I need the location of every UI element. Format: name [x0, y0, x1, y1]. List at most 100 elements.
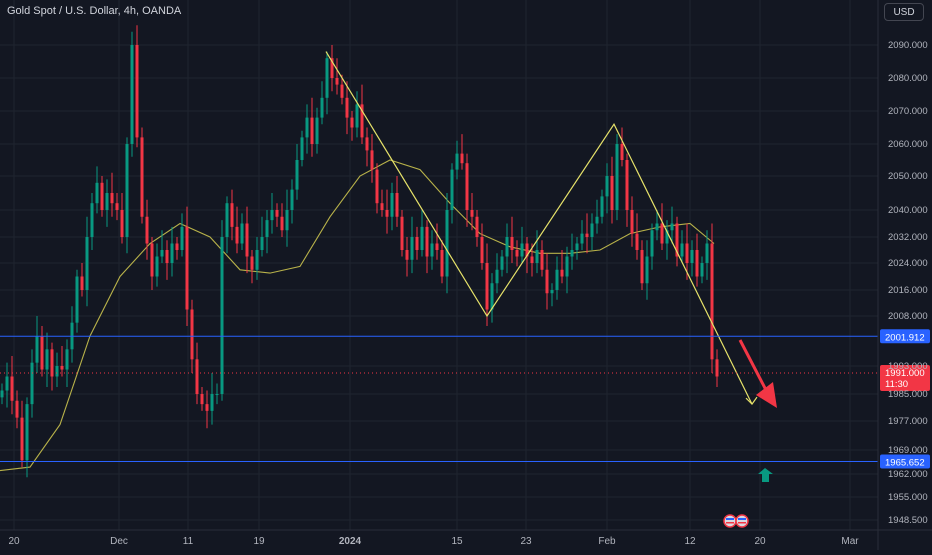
- candle-body: [60, 366, 64, 370]
- candle-body: [480, 237, 484, 263]
- candle-body: [280, 216, 284, 231]
- candle-body: [225, 203, 229, 237]
- candle-body: [405, 250, 409, 260]
- candle-body: [210, 394, 214, 411]
- price-tick-label: 2070.000: [888, 106, 928, 117]
- candle-body: [295, 160, 299, 190]
- candle-body: [550, 290, 554, 294]
- candle-body: [465, 163, 469, 210]
- candle-body: [380, 203, 384, 210]
- level-price-tag: [880, 454, 930, 469]
- candle-body: [150, 243, 154, 277]
- chart-title: Gold Spot / U.S. Dollar, 4h, OANDA: [7, 5, 182, 17]
- time-tick-label: 20: [8, 536, 20, 547]
- us-flag-stripe: [726, 518, 734, 520]
- candle-body: [165, 250, 169, 263]
- candle-body: [645, 256, 649, 284]
- candle-body: [620, 144, 624, 160]
- candle-body: [590, 223, 594, 237]
- candle-body: [220, 237, 224, 394]
- candle-body: [340, 84, 344, 98]
- candle-body: [135, 45, 139, 138]
- candle-body: [245, 223, 249, 257]
- candle-body: [580, 233, 584, 244]
- candle-body: [15, 400, 19, 418]
- candle-body: [310, 117, 314, 144]
- time-tick-label: 19: [253, 536, 265, 547]
- candle-body: [430, 243, 434, 257]
- candle-body: [450, 169, 454, 210]
- candle-body: [375, 169, 379, 204]
- candle-body: [545, 269, 549, 294]
- candle-body: [470, 210, 474, 217]
- bearish-arrow-shaft: [738, 339, 769, 393]
- level-price-tag: [880, 329, 930, 344]
- candle-body: [355, 104, 359, 128]
- candle-body: [365, 137, 369, 151]
- candle-body: [360, 104, 364, 138]
- candle-body: [25, 404, 29, 461]
- us-flag-stripe: [738, 518, 746, 520]
- candle-body: [520, 243, 524, 257]
- us-flag-icon: [735, 514, 749, 528]
- candle-body: [180, 226, 184, 250]
- current-price-tag: [880, 365, 930, 391]
- time-tick-label: 2024: [339, 536, 362, 547]
- candle-body: [50, 349, 54, 377]
- time-tick-label: 15: [451, 536, 463, 547]
- candle-body: [35, 336, 39, 363]
- bullish-arrow-icon: [758, 468, 773, 482]
- candle-body: [705, 243, 709, 263]
- candle-body: [495, 269, 499, 284]
- candle-body: [85, 237, 89, 290]
- candle-body: [215, 394, 219, 395]
- candle-body: [40, 336, 44, 370]
- candles-layer: [0, 25, 719, 478]
- time-tick-label: 11: [183, 536, 194, 547]
- candle-body: [710, 243, 714, 360]
- candle-body: [125, 144, 129, 237]
- candle-body: [540, 250, 544, 270]
- time-axis: 20 Dec 11 19 2024 15 23 Feb 12 20 Mar: [0, 529, 932, 547]
- candle-body: [680, 243, 684, 257]
- candle-body: [650, 230, 654, 257]
- level-price-tag-text: 2001.912: [885, 332, 925, 343]
- candle-body: [515, 250, 519, 257]
- candle-body: [385, 210, 389, 217]
- candle-body: [615, 144, 619, 210]
- candle-body: [65, 349, 69, 370]
- candle-body: [335, 78, 339, 85]
- candle-body: [600, 196, 604, 217]
- candle-body: [530, 256, 534, 263]
- candle-body: [260, 237, 264, 250]
- us-flag-stripe: [738, 522, 746, 524]
- currency-selector-button[interactable]: USD: [884, 3, 924, 21]
- price-tick-label: 2024.000: [888, 258, 928, 269]
- candle-body: [400, 216, 404, 250]
- price-tick-label: 2090.000: [888, 40, 928, 51]
- candle-body: [370, 150, 374, 170]
- candle-body: [490, 283, 494, 310]
- candle-body: [185, 226, 189, 310]
- candle-body: [95, 182, 99, 204]
- candle-body: [690, 250, 694, 263]
- price-tick-label: 2060.000: [888, 139, 928, 150]
- candle-body: [55, 366, 59, 377]
- candle-body: [475, 216, 479, 237]
- candle-body: [45, 349, 49, 370]
- candle-body: [200, 394, 204, 405]
- level-price-tag-text: 1965.652: [885, 457, 925, 468]
- candle-body: [560, 269, 564, 277]
- candle-body: [555, 269, 559, 290]
- candle-body: [535, 250, 539, 263]
- candle-body: [410, 237, 414, 260]
- price-tick-label: 2080.000: [888, 73, 928, 84]
- chart-grid: [0, 0, 878, 530]
- candle-body: [605, 176, 609, 197]
- candle-body: [270, 210, 274, 221]
- candle-body: [190, 309, 194, 360]
- candle-body: [0, 390, 4, 398]
- us-flag-stripe: [726, 522, 734, 524]
